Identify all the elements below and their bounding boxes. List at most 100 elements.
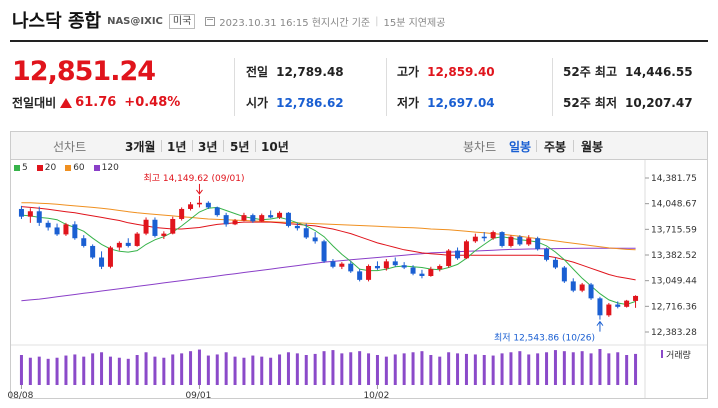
volume-bar xyxy=(598,349,602,385)
tab-10-years[interactable]: 10년 xyxy=(261,140,289,154)
stat-prev-close: 전일 12,789.48 xyxy=(246,63,344,80)
stat-value: 10,207.47 xyxy=(625,95,693,110)
stat-low: 저가 12,697.04 xyxy=(397,94,495,111)
tab-candle-chart[interactable]: 봉차트 xyxy=(463,140,497,154)
y-tick-label: 13,715.59 xyxy=(651,225,697,235)
candle-body xyxy=(624,300,630,307)
tab-1-year[interactable]: 1년 xyxy=(167,140,187,154)
candle-body xyxy=(633,295,639,301)
candle-body xyxy=(330,261,336,267)
y-tick-label: 13,049.44 xyxy=(651,277,697,287)
volume-bar xyxy=(19,355,23,385)
stat-label: 전일 xyxy=(246,65,269,79)
candle-body xyxy=(27,211,33,217)
chart-area xyxy=(10,159,708,399)
tab-line-chart[interactable]: 선차트 xyxy=(53,140,87,154)
legend-swatch xyxy=(14,165,20,171)
tab-monthly[interactable]: 월봉 xyxy=(581,140,604,154)
volume-bar xyxy=(286,352,290,385)
volume-bar xyxy=(527,354,531,385)
tab-3-months[interactable]: 3개월 xyxy=(125,140,156,154)
change-percent: +0.48% xyxy=(124,95,181,110)
x-tick-label: 10/02 xyxy=(363,391,389,401)
stat-52w-high: 52주 최고 14,446.55 xyxy=(563,63,693,80)
volume-bar xyxy=(304,355,308,385)
volume-bar xyxy=(251,355,255,385)
header-rule xyxy=(10,40,708,42)
candle-body xyxy=(312,237,318,242)
volume-bar xyxy=(349,352,353,385)
candle-body xyxy=(205,202,211,208)
volume-bar xyxy=(500,353,504,385)
change-label: 전일대비 xyxy=(12,96,57,110)
divider xyxy=(552,58,553,116)
legend-swatch xyxy=(65,165,72,171)
candle-body xyxy=(615,304,621,307)
volume-bar xyxy=(536,353,540,385)
tab-3-years[interactable]: 3년 xyxy=(198,140,218,154)
volume-bar xyxy=(278,354,282,385)
divider xyxy=(536,140,537,152)
candle-body xyxy=(188,204,194,209)
change-value: 61.76 xyxy=(75,95,117,110)
high-arrow-icon xyxy=(196,189,203,195)
candle-body xyxy=(535,238,541,250)
volume-bar xyxy=(37,356,41,385)
volume-bar xyxy=(482,355,486,385)
x-tick-label: 08/08 xyxy=(7,391,33,401)
candle-body xyxy=(552,259,558,268)
volume-bar xyxy=(108,356,112,385)
volume-bar xyxy=(189,351,193,385)
legend-swatch xyxy=(36,165,43,171)
candle-body xyxy=(143,219,149,234)
volume-bar xyxy=(91,353,95,385)
stat-high: 고가 12,859.40 xyxy=(397,63,495,80)
volume-bar xyxy=(545,352,549,385)
candle-body xyxy=(116,242,122,248)
divider xyxy=(255,140,256,152)
candle-body xyxy=(45,222,51,228)
candle-body xyxy=(196,202,202,205)
candle-body xyxy=(588,284,594,299)
tab-weekly[interactable]: 주봉 xyxy=(544,140,567,154)
legend-ma60: 60 xyxy=(65,163,85,173)
candle-body xyxy=(232,220,238,225)
volume-bar xyxy=(162,357,166,385)
index-symbol: NAS@IXIC xyxy=(107,16,163,27)
volume-bar xyxy=(206,355,210,385)
volume-bar xyxy=(215,354,219,385)
candle-body xyxy=(561,267,567,282)
candle-body xyxy=(134,233,140,246)
volume-label: 거래량 xyxy=(666,349,691,361)
volume-bar xyxy=(456,353,460,385)
volume-bar xyxy=(135,355,139,385)
candle-body xyxy=(570,281,576,291)
chart-tab-bar: 선차트 3개월 1년 3년 5년 10년 봉차트 일봉 주봉 월봉 xyxy=(10,131,708,160)
volume-bar xyxy=(295,353,299,385)
volume-bar xyxy=(144,352,148,385)
legend-ma5: 5 xyxy=(14,163,28,173)
volume-bar xyxy=(438,356,442,385)
volume-bar xyxy=(224,352,228,385)
volume-bar xyxy=(126,358,130,385)
candle-body xyxy=(54,227,60,235)
candle-body xyxy=(348,263,354,272)
chart-legend: 5 20 60 120 xyxy=(14,163,119,173)
candle-body xyxy=(374,265,380,269)
tab-daily[interactable]: 일봉 xyxy=(509,140,532,154)
candle-body xyxy=(214,207,220,216)
volume-bar xyxy=(509,352,513,385)
candle-body xyxy=(170,218,176,234)
candle-body xyxy=(383,261,389,269)
tab-5-years[interactable]: 5년 xyxy=(230,140,250,154)
ma60-line xyxy=(21,202,636,251)
stat-open: 시가 12,786.62 xyxy=(246,94,344,111)
ma120-line xyxy=(21,247,636,302)
volume-bar xyxy=(571,352,575,385)
y-tick-label: 13,382.52 xyxy=(651,251,697,261)
candle-body xyxy=(428,269,434,276)
candle-body xyxy=(241,215,247,221)
volume-legend-swatch xyxy=(661,350,663,358)
candle-body xyxy=(294,225,300,229)
